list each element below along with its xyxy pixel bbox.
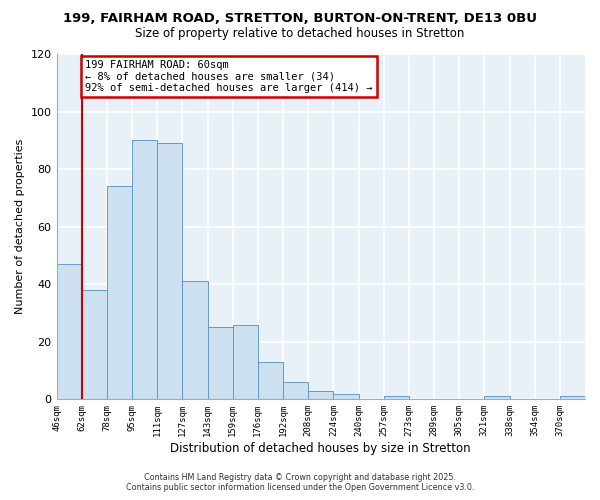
Y-axis label: Number of detached properties: Number of detached properties	[15, 139, 25, 314]
X-axis label: Distribution of detached houses by size in Stretton: Distribution of detached houses by size …	[170, 442, 471, 455]
Bar	[233, 324, 258, 400]
Bar	[334, 394, 359, 400]
Bar	[308, 390, 334, 400]
Bar	[258, 362, 283, 400]
Bar	[283, 382, 308, 400]
Bar	[82, 290, 107, 400]
Bar	[560, 396, 585, 400]
Bar	[132, 140, 157, 400]
Bar	[56, 264, 82, 400]
Text: Contains HM Land Registry data © Crown copyright and database right 2025.
Contai: Contains HM Land Registry data © Crown c…	[126, 473, 474, 492]
Bar	[484, 396, 509, 400]
Bar	[383, 396, 409, 400]
Text: 199, FAIRHAM ROAD, STRETTON, BURTON-ON-TRENT, DE13 0BU: 199, FAIRHAM ROAD, STRETTON, BURTON-ON-T…	[63, 12, 537, 26]
Text: Size of property relative to detached houses in Stretton: Size of property relative to detached ho…	[136, 28, 464, 40]
Bar	[208, 328, 233, 400]
Bar	[182, 282, 208, 400]
Bar	[157, 143, 182, 400]
Bar	[107, 186, 132, 400]
Text: 199 FAIRHAM ROAD: 60sqm
← 8% of detached houses are smaller (34)
92% of semi-det: 199 FAIRHAM ROAD: 60sqm ← 8% of detached…	[85, 60, 373, 93]
